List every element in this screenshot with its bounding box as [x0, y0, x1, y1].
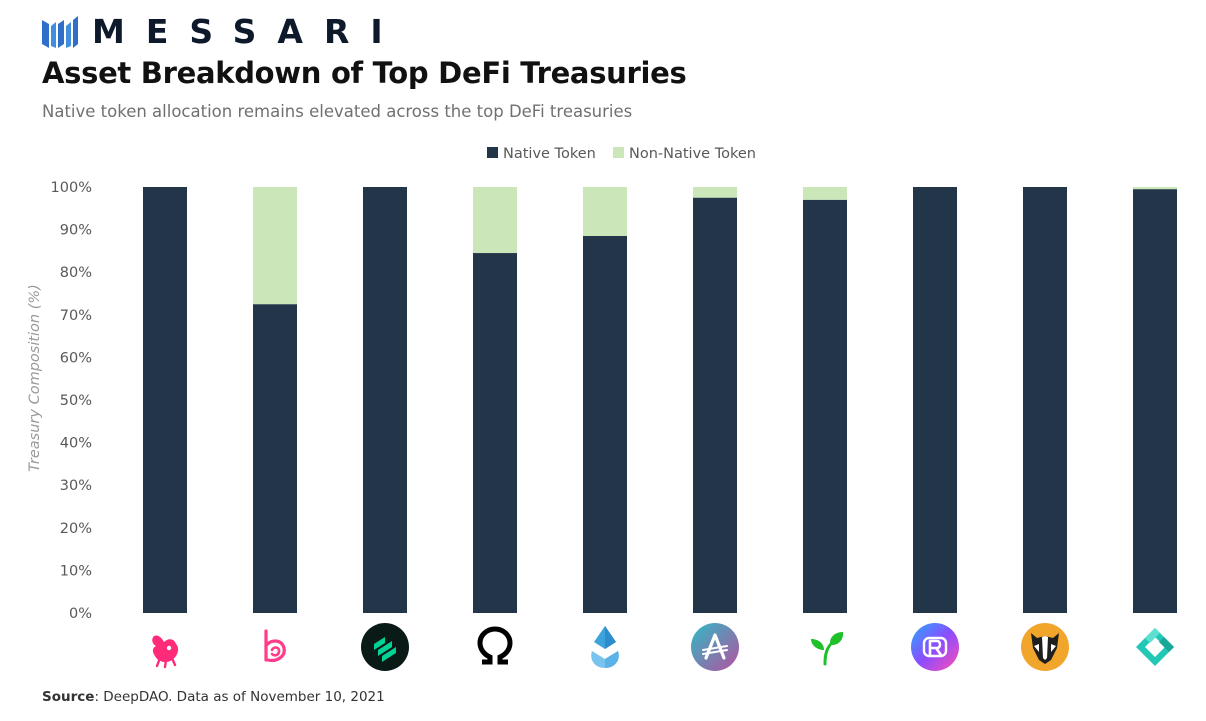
y-tick-label: 90% [60, 223, 92, 239]
y-tick-label: 60% [60, 350, 92, 366]
y-tick-label: 100% [51, 180, 92, 196]
bar-native-token [1023, 187, 1067, 613]
source-text: : DeepDAO. Data as of November 10, 2021 [94, 689, 385, 705]
legend-swatch [613, 147, 624, 158]
bar-native-token [803, 199, 847, 613]
messari-logo-icon [42, 16, 78, 48]
lido-icon [580, 622, 630, 672]
y-axis-label: Treasury Composition (%) [27, 284, 43, 472]
bar-non-native-token [803, 187, 847, 200]
bar-native-token [363, 187, 407, 613]
source-note: Source: DeepDAO. Data as of November 10,… [42, 689, 385, 705]
source-label: Source [42, 689, 95, 705]
compound-icon [360, 622, 410, 672]
ohm-icon [470, 622, 520, 672]
gnosis-icon [1130, 622, 1180, 672]
sushiswap-sprout-icon [800, 622, 850, 672]
y-tick-label: 40% [60, 436, 92, 452]
uniswap-icon [140, 622, 190, 672]
chart-subtitle: Native token allocation remains elevated… [42, 102, 633, 121]
legend-non-native-token: Non-Native Token [629, 146, 756, 162]
y-tick-label: 80% [60, 265, 92, 281]
bar-non-native-token [253, 187, 297, 305]
bar-native-token [583, 235, 627, 614]
chart-title: Asset Breakdown of Top DeFi Treasuries [42, 56, 687, 90]
bar-non-native-token [583, 187, 627, 236]
bar-native-token [1133, 189, 1177, 613]
y-tick-label: 0% [69, 606, 92, 622]
legend-swatch [487, 147, 498, 158]
rari-icon [910, 622, 960, 672]
bar-native-token [143, 187, 187, 613]
brand-name: MESSARI [92, 12, 404, 51]
bar-non-native-token [1133, 187, 1177, 190]
bar-native-token [473, 253, 517, 613]
bar-non-native-token [693, 187, 737, 198]
aave-icon [690, 622, 740, 672]
bar-non-native-token [473, 187, 517, 254]
y-tick-label: 70% [60, 308, 92, 324]
bar-native-token [253, 304, 297, 613]
legend-native-token: Native Token [503, 146, 596, 162]
y-tick-label: 50% [60, 393, 92, 409]
badger-icon [1020, 622, 1070, 672]
y-tick-label: 30% [60, 478, 92, 494]
brand-header: MESSARI [42, 14, 404, 50]
bar-native-token [913, 187, 957, 613]
y-tick-label: 10% [60, 563, 92, 579]
bar-native-token [693, 197, 737, 613]
bancor-icon [250, 622, 300, 672]
y-tick-label: 20% [60, 521, 92, 537]
